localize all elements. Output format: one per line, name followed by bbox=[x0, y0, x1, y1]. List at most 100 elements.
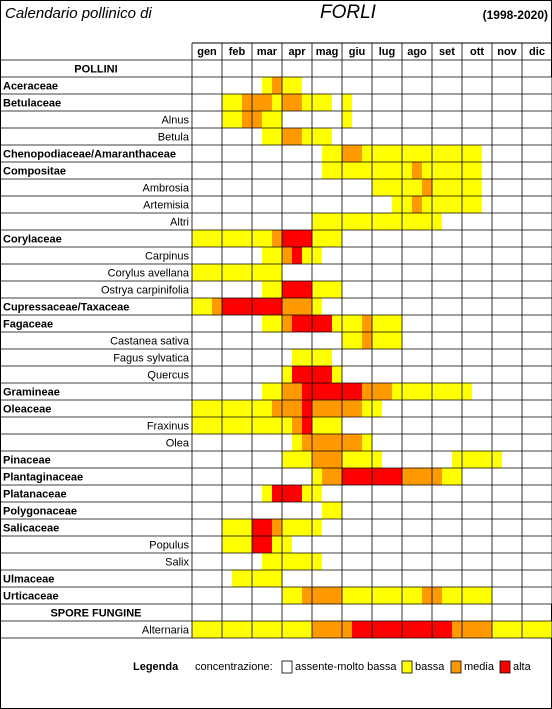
cell bbox=[432, 587, 442, 604]
cell bbox=[342, 621, 352, 638]
cell bbox=[292, 332, 302, 349]
cell bbox=[402, 128, 412, 145]
cell bbox=[502, 553, 512, 570]
cell bbox=[492, 94, 502, 111]
cell bbox=[382, 570, 392, 587]
cell bbox=[282, 298, 292, 315]
cell bbox=[492, 417, 502, 434]
cell bbox=[452, 230, 462, 247]
cell bbox=[282, 162, 292, 179]
cell bbox=[302, 77, 312, 94]
cell bbox=[212, 502, 222, 519]
cell bbox=[462, 383, 472, 400]
cell bbox=[492, 196, 502, 213]
cell bbox=[302, 536, 312, 553]
cell bbox=[202, 451, 212, 468]
cell bbox=[262, 332, 272, 349]
cell bbox=[372, 553, 382, 570]
cell bbox=[382, 332, 392, 349]
cell bbox=[242, 145, 252, 162]
cell bbox=[422, 417, 432, 434]
cell bbox=[322, 485, 332, 502]
cell bbox=[452, 298, 462, 315]
cell bbox=[332, 553, 342, 570]
cell bbox=[312, 332, 322, 349]
cell bbox=[462, 332, 472, 349]
cell bbox=[512, 281, 522, 298]
cell bbox=[262, 468, 272, 485]
cell bbox=[252, 570, 262, 587]
cell bbox=[342, 247, 352, 264]
cell bbox=[312, 179, 322, 196]
row-label: Chenopodiaceae/Amaranthaceae bbox=[3, 148, 176, 160]
cell bbox=[252, 587, 262, 604]
cell bbox=[242, 485, 252, 502]
cell bbox=[442, 298, 452, 315]
cell bbox=[282, 179, 292, 196]
row-label: Fraxinus bbox=[147, 420, 190, 432]
cell bbox=[422, 230, 432, 247]
cell bbox=[452, 536, 462, 553]
cell bbox=[392, 315, 402, 332]
cell bbox=[252, 502, 262, 519]
cell bbox=[222, 213, 232, 230]
cell bbox=[372, 502, 382, 519]
cell bbox=[242, 553, 252, 570]
cell bbox=[372, 570, 382, 587]
cell bbox=[282, 417, 292, 434]
cell bbox=[362, 230, 372, 247]
cell bbox=[282, 349, 292, 366]
cell bbox=[412, 400, 422, 417]
cell bbox=[402, 230, 412, 247]
cell bbox=[312, 264, 322, 281]
cell bbox=[382, 587, 392, 604]
cell bbox=[212, 468, 222, 485]
cell bbox=[482, 332, 492, 349]
cell bbox=[532, 502, 542, 519]
cell bbox=[422, 264, 432, 281]
cell bbox=[442, 77, 452, 94]
cell bbox=[362, 128, 372, 145]
cell bbox=[222, 417, 232, 434]
cell bbox=[392, 485, 402, 502]
cell bbox=[402, 281, 412, 298]
cell bbox=[482, 502, 492, 519]
cell bbox=[502, 179, 512, 196]
cell bbox=[452, 349, 462, 366]
cell bbox=[262, 536, 272, 553]
cell bbox=[342, 111, 352, 128]
cell bbox=[442, 179, 452, 196]
cell bbox=[342, 145, 352, 162]
cell bbox=[542, 519, 552, 536]
cell bbox=[222, 502, 232, 519]
cell bbox=[322, 468, 332, 485]
cell bbox=[252, 111, 262, 128]
cell bbox=[362, 332, 372, 349]
cell bbox=[192, 247, 202, 264]
cell bbox=[502, 366, 512, 383]
cell bbox=[522, 213, 532, 230]
cell bbox=[312, 570, 322, 587]
cell bbox=[262, 349, 272, 366]
legend-swatch bbox=[450, 660, 462, 674]
cell bbox=[492, 451, 502, 468]
cell bbox=[362, 383, 372, 400]
cell bbox=[302, 417, 312, 434]
cell bbox=[282, 111, 292, 128]
cell bbox=[192, 536, 202, 553]
cell bbox=[522, 519, 532, 536]
cell bbox=[362, 196, 372, 213]
cell bbox=[312, 485, 322, 502]
cell bbox=[382, 451, 392, 468]
cell bbox=[432, 162, 442, 179]
cell bbox=[272, 179, 282, 196]
row-label: Salix bbox=[165, 556, 189, 568]
cell bbox=[472, 502, 482, 519]
cell bbox=[242, 570, 252, 587]
cell bbox=[412, 621, 422, 638]
cell bbox=[322, 502, 332, 519]
cell bbox=[422, 468, 432, 485]
cell bbox=[392, 213, 402, 230]
cell bbox=[502, 536, 512, 553]
cell bbox=[352, 434, 362, 451]
